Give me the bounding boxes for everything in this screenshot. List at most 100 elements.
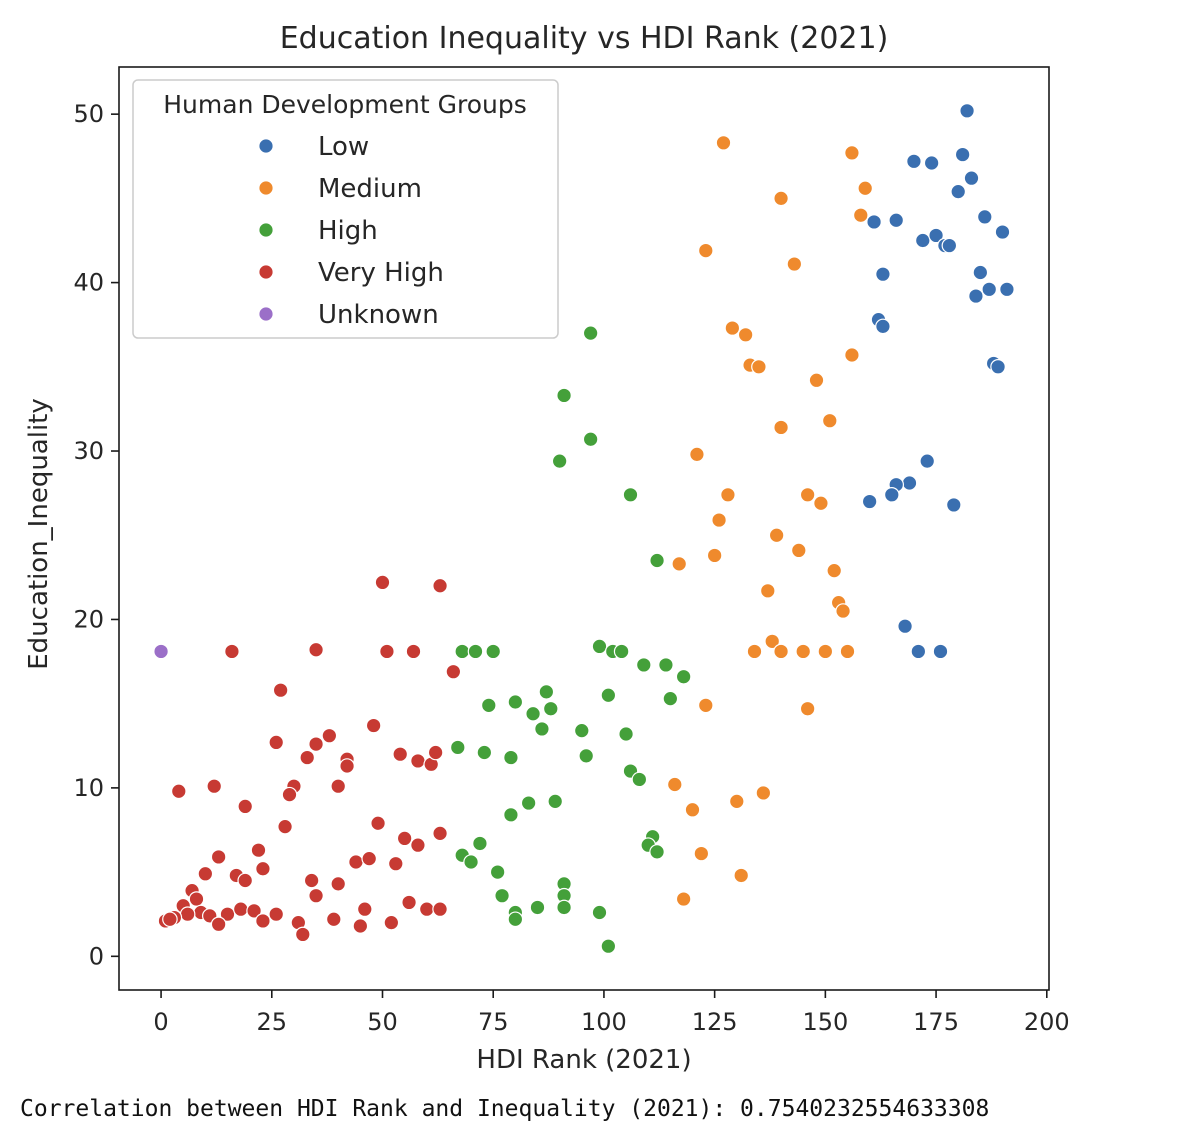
- point-very-high: [268, 906, 285, 923]
- axes: 0 25 50 75 100 125 150 175 200 0 10 20 30 40 50: [73, 66, 1070, 1036]
- point-high: [578, 748, 595, 764]
- point-very-high: [410, 837, 426, 853]
- point-low: [910, 643, 927, 660]
- point-very-high: [170, 783, 187, 800]
- point-very-high: [432, 825, 448, 842]
- point-medium: [773, 643, 789, 660]
- point-very-high: [383, 914, 400, 931]
- point-very-high: [294, 926, 311, 943]
- point-low: [897, 618, 913, 634]
- point-very-high: [255, 913, 271, 929]
- point-high: [591, 904, 608, 921]
- point-high: [573, 722, 590, 739]
- point-very-high: [325, 911, 342, 928]
- point-medium: [715, 134, 732, 151]
- point-low: [883, 487, 900, 503]
- point-medium: [759, 583, 776, 599]
- y-tick-label: 30: [73, 437, 104, 465]
- legend-title: Human Development Groups: [163, 90, 527, 119]
- point-medium: [813, 495, 829, 512]
- point-medium: [839, 643, 856, 660]
- legend-marker-low: [258, 138, 274, 154]
- point-high: [480, 697, 497, 714]
- point-very-high: [356, 901, 373, 917]
- point-high: [454, 643, 471, 660]
- point-low: [954, 146, 971, 163]
- point-high: [507, 694, 524, 710]
- point-medium: [773, 190, 789, 207]
- point-medium: [799, 487, 816, 503]
- point-high: [582, 325, 599, 341]
- point-very-high: [445, 663, 462, 680]
- chart-container: Education Inequality vs HDI Rank (2021) …: [24, 21, 1070, 1075]
- point-very-high: [206, 778, 223, 794]
- point-low: [945, 497, 962, 513]
- point-high: [675, 668, 692, 685]
- point-medium: [808, 372, 825, 389]
- point-medium: [746, 643, 763, 660]
- point-high: [556, 899, 572, 916]
- x-tick-label: 100: [581, 1008, 627, 1036]
- legend-marker-high: [258, 222, 274, 238]
- point-very-high: [308, 641, 324, 658]
- point-medium: [720, 487, 736, 503]
- point-high: [485, 643, 502, 660]
- point-low: [888, 212, 905, 229]
- point-low: [875, 266, 891, 282]
- point-very-high: [219, 906, 236, 923]
- y-axis-title: Education_Inequality: [24, 398, 54, 670]
- point-very-high: [392, 746, 409, 762]
- point-medium: [697, 697, 714, 714]
- y-tick-label: 50: [73, 100, 104, 128]
- point-medium: [817, 643, 834, 660]
- point-medium: [790, 542, 807, 559]
- point-high: [631, 771, 648, 788]
- point-very-high: [365, 717, 382, 734]
- point-medium: [755, 785, 772, 801]
- legend-label-high: High: [318, 216, 378, 246]
- point-medium: [684, 801, 701, 818]
- y-tick-label: 40: [73, 269, 104, 297]
- point-high: [525, 705, 541, 722]
- point-very-high: [255, 860, 271, 877]
- data-points: [153, 102, 1015, 955]
- point-very-high: [308, 887, 324, 904]
- point-medium: [751, 359, 767, 375]
- point-high: [542, 700, 559, 717]
- point-medium: [835, 603, 851, 619]
- point-high: [538, 684, 555, 700]
- point-medium: [737, 326, 754, 343]
- legend-marker-very-high: [258, 264, 274, 280]
- scatter-chart: Education Inequality vs HDI Rank (2021) …: [24, 21, 1070, 1075]
- point-low: [914, 232, 931, 249]
- point-low: [901, 475, 918, 491]
- point-very-high: [210, 916, 227, 933]
- point-very-high: [299, 749, 316, 766]
- point-very-high: [197, 865, 214, 882]
- point-high: [494, 887, 510, 904]
- point-very-high: [330, 778, 347, 794]
- point-high: [635, 657, 652, 673]
- point-high: [622, 487, 639, 503]
- plot-frame: [118, 66, 1050, 991]
- y-tick-label: 20: [73, 605, 104, 633]
- point-high: [520, 795, 537, 811]
- point-medium: [857, 180, 874, 197]
- point-very-high: [348, 854, 364, 870]
- point-very-high: [352, 918, 369, 934]
- point-high: [600, 687, 617, 704]
- point-medium: [724, 320, 741, 336]
- point-high: [503, 749, 519, 766]
- point-very-high: [361, 850, 378, 867]
- point-very-high: [396, 830, 413, 847]
- point-high: [547, 793, 564, 810]
- x-tick-label: 175: [913, 1008, 959, 1036]
- point-very-high: [387, 855, 404, 872]
- point-high: [556, 387, 572, 404]
- chart-title: Education Inequality vs HDI Rank (2021): [280, 21, 889, 56]
- point-high: [476, 744, 493, 761]
- point-low: [941, 237, 958, 254]
- x-tick-label: 125: [692, 1008, 738, 1036]
- point-very-high: [281, 786, 298, 803]
- point-very-high: [162, 911, 178, 928]
